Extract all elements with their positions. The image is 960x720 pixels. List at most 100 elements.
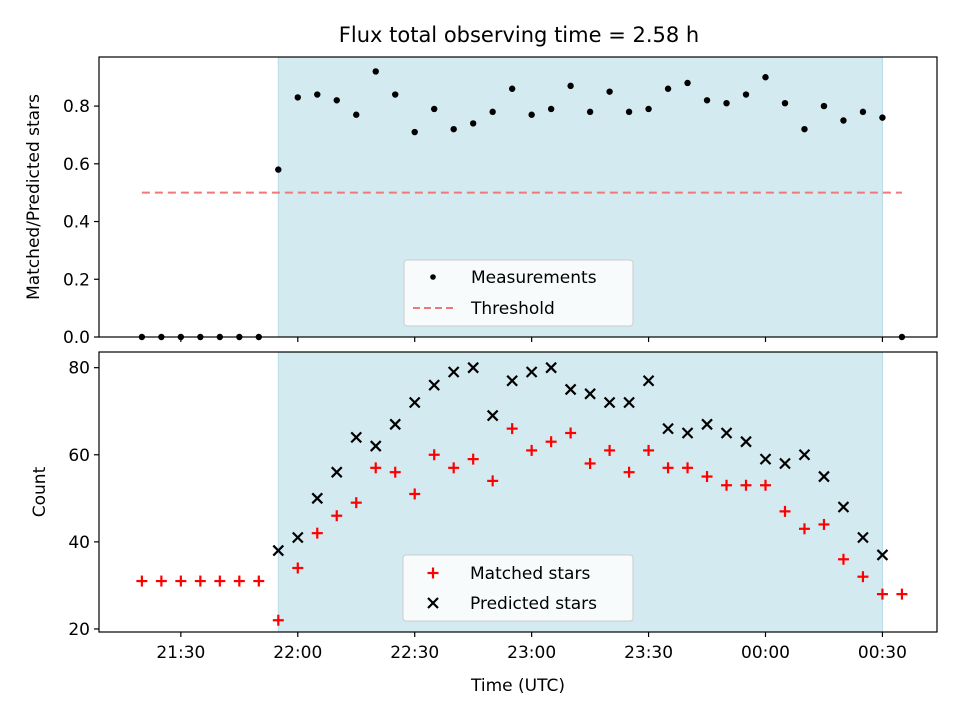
x-tick-label: 23:00 — [507, 643, 556, 663]
measurement-point — [859, 108, 867, 116]
measurement-point — [820, 102, 828, 110]
matched-star-point — [175, 575, 187, 587]
y-tick-label: 40 — [68, 533, 90, 553]
measurement-point — [645, 105, 652, 113]
matched-star-point — [857, 571, 869, 583]
bottom-y-axis-label: Count — [30, 466, 50, 517]
top-y-axis: 0.0 0.2 0.4 0.6 0.8 — [63, 97, 99, 348]
matched-star-point — [818, 518, 830, 530]
measurement-point — [372, 68, 379, 75]
measurement-point — [664, 85, 672, 92]
measurement-point — [353, 111, 360, 118]
predicted-star-point — [818, 470, 830, 483]
y-tick-label: 0.4 — [63, 213, 90, 233]
matched-star-point — [837, 553, 849, 565]
predicted-star-point — [701, 418, 713, 431]
predicted-star-point — [545, 361, 557, 374]
measurement-point — [411, 128, 418, 136]
matched-star-point — [136, 575, 148, 587]
matched-star-point — [292, 562, 304, 574]
measurement-point — [801, 125, 808, 133]
matched-star-point — [370, 462, 382, 474]
matched-star-point — [604, 444, 616, 456]
predicted-star-point — [642, 374, 655, 387]
predicted-star-point — [272, 544, 285, 557]
top-y-axis-label: Matched/Predicted stars — [24, 94, 44, 300]
matched-star-point — [526, 444, 538, 456]
predicted-star-point — [662, 422, 674, 435]
predicted-stars-legend-glyph — [427, 597, 439, 609]
top-legend: Measurements Threshold — [403, 259, 634, 327]
threshold-legend-label: Threshold — [470, 299, 555, 319]
measurement-point — [762, 74, 769, 81]
predicted-star-point — [564, 383, 577, 396]
bottom-legend: Matched stars Predicted stars — [402, 554, 634, 622]
matched-star-point — [233, 575, 245, 587]
matched-star-point — [467, 453, 479, 465]
bottom-x-axis: 21:30 22:00 22:30 23:00 23:30 00:00 00:30 — [156, 632, 907, 663]
matched-star-point — [214, 575, 226, 587]
y-tick-label: 0.2 — [63, 270, 90, 290]
predicted-star-point — [311, 492, 324, 505]
measurement-point — [625, 108, 633, 116]
bottom-plot-frame — [98, 351, 938, 633]
measurement-point — [489, 108, 496, 116]
x-tick-label: 22:30 — [390, 643, 439, 663]
top-legend-box — [403, 259, 634, 327]
matched-star-point — [311, 527, 323, 539]
x-tick-label: 21:30 — [156, 643, 205, 663]
predicted-stars-legend-label: Predicted stars — [470, 594, 597, 614]
predicted-star-point — [720, 427, 733, 439]
measurement-point — [703, 97, 711, 104]
matched-star-point — [760, 479, 772, 491]
measurement-point — [606, 88, 613, 95]
x-tick-label: 22:00 — [273, 643, 322, 663]
measurement-point — [879, 114, 886, 121]
predicted-star-point — [837, 501, 850, 513]
matched-star-point — [798, 523, 810, 535]
chart-title: Flux total observing time = 2.58 h — [339, 23, 699, 47]
matched-star-point — [896, 588, 908, 600]
predicted-star-point — [740, 435, 752, 448]
measurement-point — [840, 117, 847, 124]
predicted-stars-legend-marker — [427, 597, 439, 609]
measurement-point — [723, 99, 730, 107]
matched-star-point — [662, 462, 674, 474]
predicted-star-point — [292, 531, 304, 544]
bottom-legend-box — [402, 554, 634, 622]
y-tick-label: 0.0 — [63, 328, 90, 348]
x-tick-label: 00:00 — [741, 643, 790, 663]
matched-star-point — [331, 510, 343, 522]
predicted-star-point — [506, 374, 518, 387]
measurements-legend-label: Measurements — [471, 268, 597, 288]
matched-star-point — [253, 575, 265, 587]
y-tick-label: 0.6 — [63, 155, 90, 175]
measurement-point — [469, 120, 477, 127]
predicted-star-point — [603, 396, 616, 409]
matched-stars-legend-glyph — [427, 567, 439, 579]
predicted-star-point — [428, 379, 440, 391]
measurements-legend-marker — [430, 274, 436, 280]
predicted-star-point — [369, 440, 382, 452]
bottom-y-axis: 20 40 60 80 — [68, 359, 99, 640]
matched-star-point — [155, 575, 167, 587]
predicted-star-point — [779, 457, 791, 470]
x-tick-label: 00:30 — [858, 643, 907, 663]
bottom-panel: 20 40 60 80 21:30 22:00 22:30 23:00 23:30 00:00 0… — [30, 351, 938, 696]
matched-star-point — [779, 505, 791, 517]
matched-star-point — [487, 475, 499, 487]
predicted-star-point — [486, 409, 499, 422]
predicted-star-point — [623, 396, 635, 409]
matched-star-point — [389, 466, 401, 478]
matched-star-point — [272, 614, 284, 626]
predicted-star-point — [759, 453, 772, 465]
measurement-point — [450, 125, 457, 133]
measurement-point — [586, 108, 594, 116]
matched-star-point — [740, 479, 752, 491]
predicted-star-point — [447, 366, 460, 378]
top-x-axis-ticks — [180, 337, 884, 342]
measurement-point — [528, 111, 535, 118]
matched-star-point — [721, 479, 733, 491]
top-plot-frame — [98, 56, 938, 338]
